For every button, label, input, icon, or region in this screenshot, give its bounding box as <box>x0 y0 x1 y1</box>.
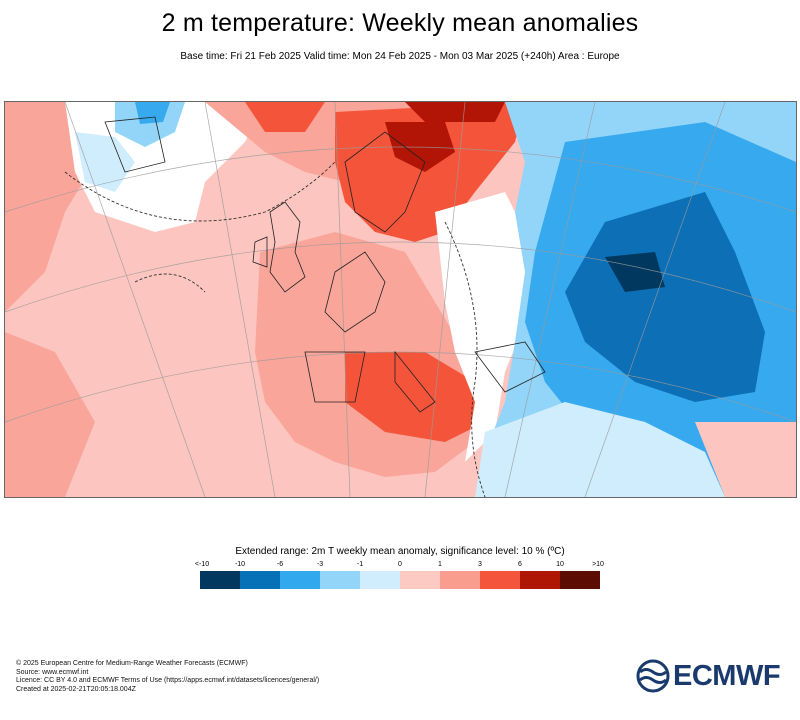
warm-anomaly-southeast <box>695 422 796 497</box>
legend-swatch <box>560 571 600 589</box>
neutral-anomaly-central-europe <box>435 192 535 462</box>
cold-anomaly-strong-russia <box>565 192 765 402</box>
cold-anomaly-light-south <box>475 402 725 497</box>
legend-swatch <box>360 571 400 589</box>
legend-tick: 0 <box>398 561 402 568</box>
legend-ticks: <-10 -10 -6 -3 -1 0 1 3 6 10 >10 <box>0 561 800 571</box>
legend-swatch <box>440 571 480 589</box>
cold-anomaly-northwest <box>75 132 135 192</box>
legend-colorbar <box>200 571 600 589</box>
ecmwf-logo-icon <box>636 659 670 693</box>
cold-anomaly-greenland <box>115 102 185 147</box>
legend-swatch <box>240 571 280 589</box>
legend-tick: <-10 <box>194 561 210 568</box>
strong-warm-anomaly-arctic <box>405 102 505 122</box>
warm-anomaly-south-atlantic <box>5 332 95 497</box>
footer-copyright: © 2025 European Centre for Medium-Range … <box>16 660 248 667</box>
graticule <box>5 102 796 497</box>
legend-title: Extended range: 2m T weekly mean anomaly… <box>235 546 565 557</box>
legend-swatch <box>280 571 320 589</box>
legend-tick: -1 <box>356 561 364 568</box>
legend-swatch <box>480 571 520 589</box>
footer-source: Source: www.ecmwf.int <box>16 668 89 676</box>
legend-tick: -6 <box>276 561 284 568</box>
footer-licence: Licence: CC BY 4.0 and ECMWF Terms of Us… <box>16 677 320 685</box>
coastlines <box>104 116 546 413</box>
legend-swatch <box>400 571 440 589</box>
footer-created: Created at 2025-02-21T20:05:18.004Z <box>16 685 136 693</box>
map-subtitle: Base time: Fri 21 Feb 2025 Valid time: M… <box>180 51 620 62</box>
warm-anomaly-scandinavia <box>335 102 525 242</box>
legend-tick: -3 <box>316 561 324 568</box>
ecmwf-logo: ECMWF <box>636 659 786 693</box>
significance-contours <box>64 161 486 497</box>
map-title: 2 m temperature: Weekly mean anomalies <box>161 9 639 37</box>
ecmwf-logo-text: ECMWF <box>673 659 781 692</box>
footer-credits: © 2025 European Centre for Medium-Range … <box>16 660 319 694</box>
legend-tick: -10 <box>234 561 246 568</box>
cold-anomaly-extreme-russia <box>605 252 665 292</box>
legend-tick: 6 <box>518 561 522 568</box>
legend-tick: 10 <box>556 561 564 568</box>
warm-anomaly-mediterranean <box>345 352 485 442</box>
neutral-anomaly-north <box>65 102 265 232</box>
legend-tick: 3 <box>478 561 482 568</box>
legend-tick: 1 <box>438 561 442 568</box>
legend-swatch <box>200 571 240 589</box>
warm-anomaly-north-sea <box>245 102 325 132</box>
legend-tick: >10 <box>592 561 604 568</box>
legend-swatch <box>320 571 360 589</box>
anomaly-map <box>4 101 797 498</box>
legend-swatch <box>520 571 560 589</box>
